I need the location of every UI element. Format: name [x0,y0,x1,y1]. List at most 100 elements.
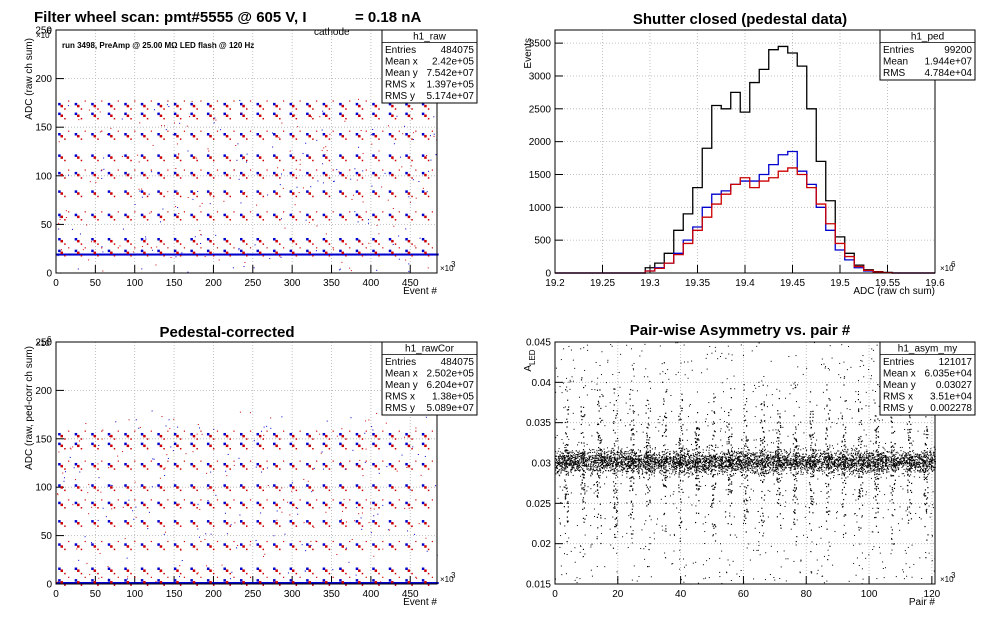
rawcor-cluster-point [322,432,326,436]
asym-band-point [777,466,779,468]
asym-band-point [889,461,891,463]
asym-band-point [669,460,671,462]
raw-scatter-point [429,135,431,137]
rawcor-cluster-point [107,484,111,487]
raw-cluster-point [316,247,318,249]
rawcor-cluster-point [374,434,378,438]
asym-band-point [638,470,640,472]
asym-band-point [721,465,723,467]
rawcor-cluster-point [93,503,97,507]
asym-band-point [786,459,788,461]
raw-cluster-point [407,156,411,159]
asym-band-point [577,465,579,467]
rawcor-cluster-point [110,545,113,548]
asym-band-point [782,470,784,472]
rawcor-scatter-point [231,571,233,573]
asym-band-point [757,465,759,467]
rawcor-cluster-point [140,501,144,505]
raw-scatter-point [410,165,412,167]
rawcor-cluster-point [279,572,281,575]
rawcor-cluster-point [190,432,193,436]
asym-band-point [562,455,564,457]
raw-scatter-point [223,200,225,202]
asym-band-point [725,456,727,458]
rawcor-cluster-point [355,462,359,466]
rawcor-scatter-point [370,508,372,510]
asym-band-point [610,450,612,452]
raw-cluster-point [101,211,103,213]
rawcor-scatter-point [281,487,283,489]
asym-band-point [672,458,674,460]
raw-scatter-point [167,191,169,193]
rawcor-cluster-point [229,584,231,586]
rawcor-cluster-point [93,464,97,468]
raw-cluster-point [349,247,351,249]
rawcor-cluster-point [358,464,361,468]
rawcor-scatter-point [210,471,212,473]
rawcor-cluster-point [374,464,378,468]
rawcor-scatter-point [100,491,102,493]
asym-title: Pair-wise Asymmetry vs. pair # [630,322,851,339]
raw-cluster-point [355,133,359,136]
asym-band-point [571,460,573,462]
raw-cluster-point [328,108,331,110]
raw-cluster-point [341,134,345,138]
asym-band-point [606,465,608,467]
raw-cluster-point [212,195,215,198]
asym-band-point [580,458,582,460]
rawcor-cluster-point [239,484,243,487]
raw-scatter-point [164,125,166,127]
asym-band-point [865,459,867,461]
asym-band-point [892,462,894,464]
rawcor-cluster-point [291,486,295,489]
asym-band-point [673,464,675,466]
asym-band-point [805,447,807,449]
raw-scatter-point [245,161,247,163]
raw-cluster-point [97,177,99,179]
rawcor-cluster-point [291,464,295,468]
asym-band-point [705,458,707,460]
raw-scatter-point [398,235,400,237]
asym-band-point [762,454,764,456]
rawcor-cluster-point [124,442,127,446]
panel-pedestal: Shutter closed (pedestal data) ×10 6 ADC… [523,11,976,297]
raw-cluster-point [84,169,86,171]
asym-band-point [654,464,656,466]
raw-cluster-point [196,138,198,140]
asym-band-point [703,457,705,459]
asym-band-point [802,464,804,466]
raw-cluster-point [405,133,408,136]
asym-y-tick-label-2: 0.025 [526,499,551,510]
raw-cluster-point [143,114,146,118]
rawcor-cluster-point [157,520,160,523]
asym-band-point [871,454,873,456]
ped-stats-key: Mean [883,57,908,68]
raw-scatter-point [316,225,318,227]
raw-cluster-point [398,247,400,249]
raw-cluster-point [192,251,196,255]
asym-band-point [583,460,585,462]
rawcor-cluster-point [229,438,231,440]
rawcor-scatter-point [378,472,380,474]
raw-scatter-point [213,122,215,124]
rawcor-scatter-point [270,427,272,429]
raw-cluster-point [209,192,212,195]
asym-band-point [663,471,665,473]
rawcor-cluster-point [157,501,160,505]
ped-stats-key: Entries [883,45,914,56]
asym-band-point [816,459,818,461]
rawcor-cluster-point [239,567,243,571]
raw-cluster-point [64,159,66,162]
asym-band-point [626,468,628,470]
raw-cluster-point [216,169,219,171]
rawcor-cluster-point [328,572,331,575]
raw-cluster-point [163,138,165,140]
asym-band-point [837,461,839,463]
rawcor-cluster-point [107,462,111,466]
asym-band-point [592,460,594,462]
raw-stats-key: Mean y [385,68,418,79]
raw-cluster-point [378,219,380,221]
asym-band-point [647,455,649,457]
asym-band-point [708,465,710,467]
asym-band-point [872,465,874,467]
